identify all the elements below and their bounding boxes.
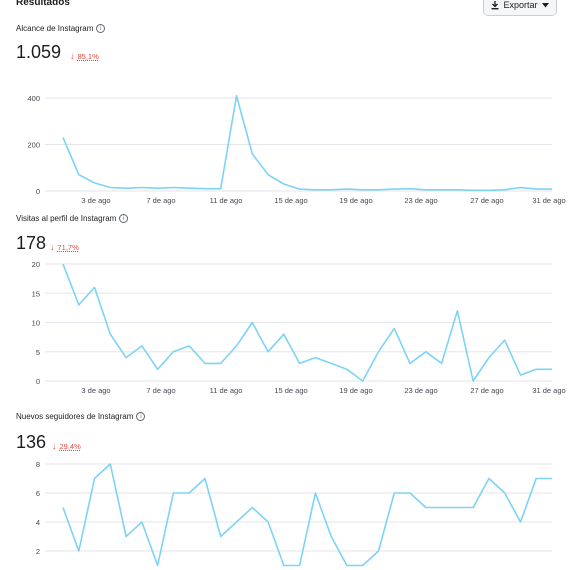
arrow-down-icon: ↓: [70, 51, 75, 61]
delta-profile-visits: ↓ 71,7%: [50, 242, 79, 252]
x-tick-label: 7 de ago: [146, 386, 175, 395]
export-label: Exportar: [503, 0, 538, 10]
y-tick-label: 6: [36, 489, 40, 498]
y-tick-label: 10: [32, 319, 40, 328]
reach-chart: 400 200 0 3 de ago 7 de ago 11 de ago 15 de ag…: [27, 94, 565, 205]
y-tick-label: 20: [32, 260, 40, 269]
delta-reach: ↓ 85,1%: [70, 51, 99, 61]
x-tick-label: 15 de ago: [274, 196, 307, 205]
delta-new-followers: ↓ 29,4%: [52, 441, 81, 451]
info-icon[interactable]: i: [119, 214, 129, 223]
x-tick-label: 7 de ago: [146, 196, 175, 205]
metric-value-profile-visits: 178: [16, 233, 47, 253]
chart-label-new-followers: Nuevos seguidores de Instagram i: [16, 412, 146, 421]
series-line: [62, 94, 552, 192]
x-tick-label: 27 de ago: [470, 196, 503, 205]
arrow-down-icon: ↓: [52, 441, 57, 451]
x-tick-label: 3 de ago: [81, 386, 110, 395]
export-button[interactable]: Exportar: [483, 0, 557, 16]
download-icon: [491, 0, 499, 9]
x-tick-label: 27 de ago: [470, 386, 503, 395]
section-title: Resultados: [16, 0, 70, 8]
delta-value[interactable]: 29,4%: [59, 441, 81, 451]
x-tick-label: 3 de ago: [81, 196, 110, 205]
chart-label-profile-visits: Visitas al perfil de Instagram i: [16, 214, 129, 223]
y-tick-label: 2: [36, 547, 40, 556]
delta-value[interactable]: 85,1%: [77, 51, 99, 61]
delta-value[interactable]: 71,7%: [57, 242, 79, 252]
x-tick-label: 11 de ago: [210, 196, 243, 205]
y-tick-label: 0: [36, 187, 40, 196]
info-icon[interactable]: i: [96, 24, 106, 33]
y-tick-label: 400: [27, 94, 40, 103]
y-tick-label: 15: [32, 289, 40, 298]
results-header: Resultados Exportar: [0, 0, 570, 16]
y-tick-label: 0: [36, 377, 40, 386]
metric-value-new-followers: 136: [16, 432, 47, 452]
y-tick-label: 200: [27, 141, 40, 150]
chart-label-text: Alcance de Instagram: [16, 24, 94, 33]
series-line: [62, 463, 552, 567]
info-icon[interactable]: i: [136, 412, 146, 421]
chart-label-text: Visitas al perfil de Instagram: [16, 214, 117, 223]
metric-value-reach: 1.059: [16, 42, 62, 62]
x-tick-label: 23 de ago: [404, 386, 437, 395]
y-tick-label: 5: [36, 348, 40, 357]
series-line: [62, 263, 552, 382]
x-tick-label: 11 de ago: [210, 386, 243, 395]
x-tick-label: 31 de ago: [532, 196, 565, 205]
profile-visits-chart: 20 15 10 5 0 3 de ago 7 de ago 11 de ago 15 de a…: [32, 260, 566, 395]
x-tick-label: 23 de ago: [404, 196, 437, 205]
y-tick-label: 4: [36, 518, 40, 527]
y-tick-label: 8: [36, 460, 40, 469]
caret-down-icon: [541, 2, 549, 7]
x-tick-label: 31 de ago: [532, 386, 565, 395]
x-tick-label: 15 de ago: [274, 386, 307, 395]
chart-label-reach: Alcance de Instagram i: [16, 24, 106, 33]
chart-label-text: Nuevos seguidores de Instagram: [16, 412, 134, 421]
arrow-down-icon: ↓: [50, 242, 55, 252]
x-tick-label: 19 de ago: [339, 386, 372, 395]
x-tick-label: 19 de ago: [339, 196, 372, 205]
